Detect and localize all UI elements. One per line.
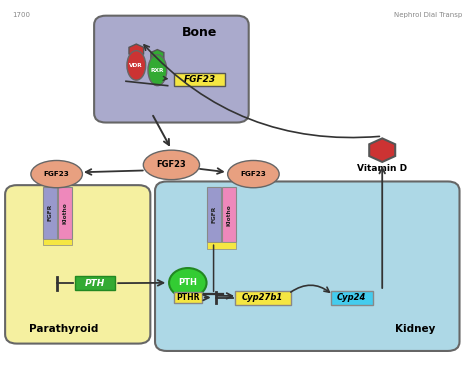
Text: FGFR: FGFR (47, 204, 52, 221)
Text: PTH: PTH (85, 279, 105, 288)
Bar (43, 239, 72, 245)
Text: Bone: Bone (182, 26, 217, 39)
Bar (207, 242, 236, 249)
Text: RXR: RXR (151, 68, 164, 73)
Text: FGF23: FGF23 (240, 171, 266, 177)
Polygon shape (129, 44, 144, 57)
Bar (58, 187, 72, 239)
Ellipse shape (169, 268, 207, 298)
Ellipse shape (127, 50, 146, 80)
Text: FGFR: FGFR (211, 206, 216, 223)
Ellipse shape (228, 160, 279, 188)
Text: PTHR: PTHR (176, 293, 200, 302)
Text: Cyp24: Cyp24 (337, 293, 366, 303)
Text: Kidney: Kidney (395, 324, 435, 334)
Polygon shape (151, 50, 164, 61)
Bar (331, 291, 373, 305)
FancyBboxPatch shape (94, 16, 249, 123)
Bar (174, 292, 202, 303)
FancyBboxPatch shape (5, 185, 150, 344)
Text: Parathyroid: Parathyroid (29, 324, 99, 334)
Text: FGF23: FGF23 (44, 171, 70, 177)
Bar (174, 73, 225, 86)
Ellipse shape (148, 55, 167, 86)
Bar (207, 187, 220, 242)
Ellipse shape (143, 150, 200, 180)
Ellipse shape (31, 160, 82, 188)
Text: VDR: VDR (129, 63, 143, 68)
Text: FGF23: FGF23 (183, 75, 216, 84)
Bar (43, 187, 57, 239)
Bar (222, 187, 236, 242)
Bar (235, 291, 291, 305)
Text: Klotho: Klotho (63, 202, 68, 224)
Text: PTH: PTH (178, 278, 197, 287)
Text: Cyp27b1: Cyp27b1 (242, 293, 283, 303)
Text: Nephrol Dial Transp: Nephrol Dial Transp (393, 12, 462, 18)
FancyBboxPatch shape (155, 181, 459, 351)
Bar (75, 276, 115, 290)
Polygon shape (369, 138, 395, 162)
Text: Vitamin D: Vitamin D (357, 164, 407, 173)
Text: 1700: 1700 (12, 12, 30, 18)
Text: FGF23: FGF23 (156, 160, 186, 169)
Text: Klotho: Klotho (227, 204, 231, 226)
